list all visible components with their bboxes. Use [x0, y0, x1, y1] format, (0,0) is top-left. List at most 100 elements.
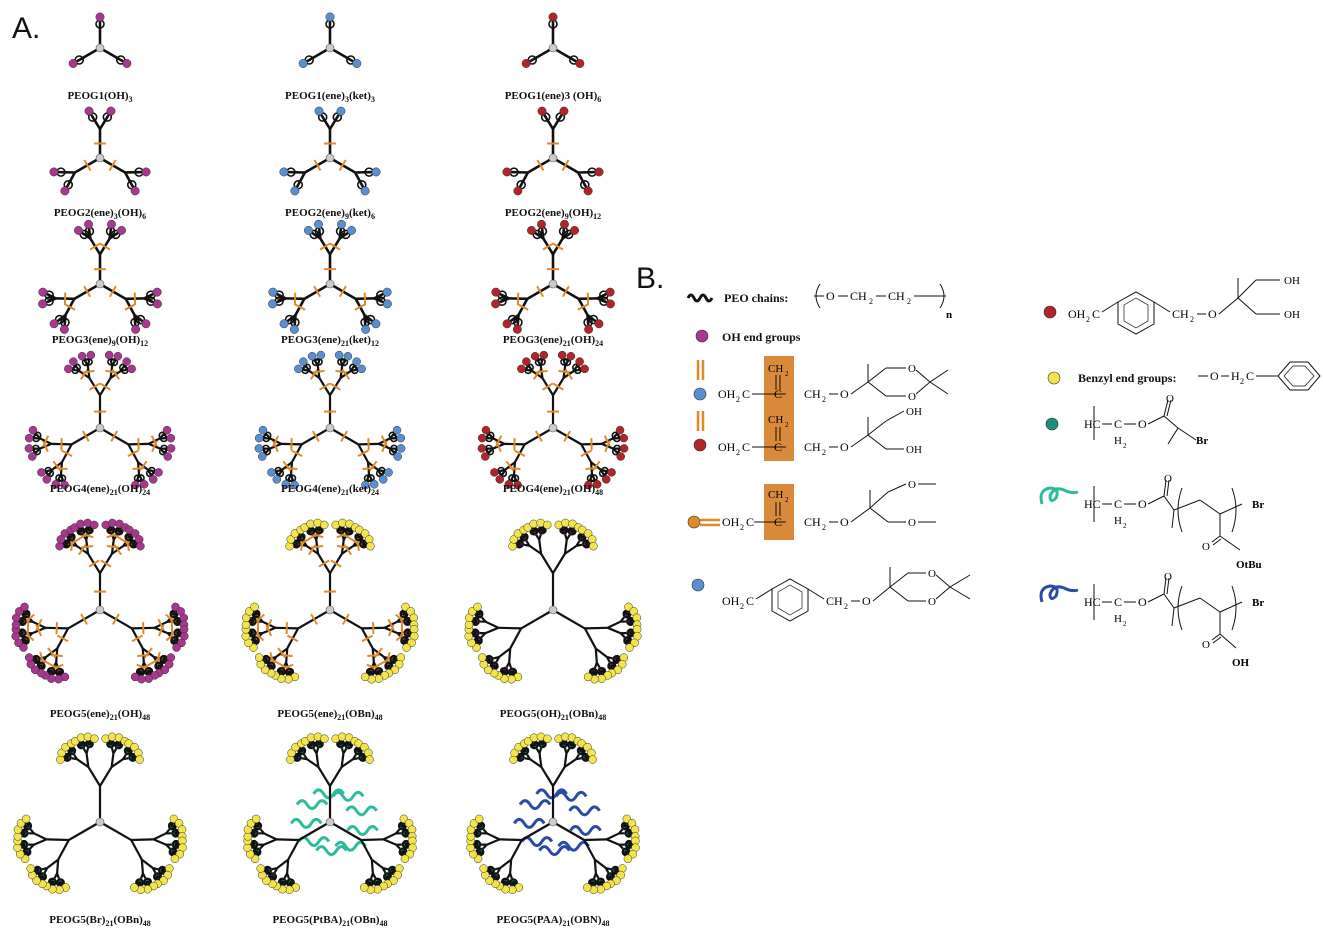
dendrimer-6-3 — [466, 732, 640, 895]
dendrimer-caption-1-3: PEOG1(ene)3 (OH)6 — [504, 90, 602, 105]
svg-text:O: O — [1210, 369, 1219, 383]
dendrimer-4-3 — [477, 350, 629, 490]
svg-text:OH: OH — [1232, 657, 1250, 669]
svg-text:O: O — [928, 568, 936, 580]
svg-text:O: O — [1166, 393, 1174, 405]
dendrimer-caption-3-1: PEOG3(ene)9(OH)12 — [51, 334, 149, 349]
svg-text:2: 2 — [1123, 442, 1127, 450]
dendrimer-caption-6-2: PEOG5(PtBA)21(OBn)48 — [272, 914, 388, 929]
svg-text:OtBu: OtBu — [1236, 559, 1262, 571]
peo-n: n — [946, 309, 952, 321]
svg-text:C: C — [774, 387, 782, 401]
panel-a-label: A. — [12, 12, 41, 45]
svg-text:O: O — [840, 515, 849, 529]
panel-b-label: B. — [636, 262, 665, 295]
svg-text:CH: CH — [1172, 307, 1189, 321]
svg-text:2: 2 — [822, 523, 826, 532]
benzyl-ketal-structure: OH 2 C CH 2 O OO — [691, 567, 971, 622]
dendrimer-3-3 — [491, 219, 615, 334]
dendrimer-6-2 — [243, 732, 417, 895]
svg-text:H: H — [1114, 515, 1122, 527]
dendrimer-caption-2-2: PEOG2(ene)9(ket)6 — [285, 207, 375, 222]
svg-text:O: O — [1164, 473, 1172, 485]
dendrimer-caption-4-2: PEOG4(ene)21(ket)24 — [281, 483, 379, 498]
svg-text:2: 2 — [785, 370, 789, 378]
oh-end-group-dot — [695, 329, 709, 343]
dendrimer-6-1 — [13, 732, 187, 895]
svg-text:O: O — [908, 391, 916, 403]
svg-text:C: C — [1114, 417, 1122, 431]
svg-text:O: O — [1202, 639, 1210, 651]
svg-text:CH: CH — [768, 414, 783, 426]
dendrimer-4-1 — [24, 350, 176, 490]
dendrimer-2-2 — [279, 106, 381, 196]
dendrimer-caption-1-2: PEOG1(ene)3(ket)3 — [285, 90, 375, 105]
svg-text:O: O — [908, 517, 916, 529]
svg-text:HC: HC — [1084, 595, 1101, 609]
dendrimer-caption-4-3: PEOG4(ene)21(OH)48 — [502, 483, 604, 498]
svg-text:H: H — [1114, 435, 1122, 447]
svg-text:CH: CH — [804, 440, 821, 454]
svg-text:CH: CH — [768, 363, 783, 375]
svg-text:C: C — [746, 515, 754, 529]
peo-chain-legend — [686, 293, 714, 303]
dendrimer-5-3 — [464, 518, 642, 684]
svg-text:O: O — [840, 440, 849, 454]
dendrimer-caption-3-3: PEOG3(ene)21(OH)24 — [502, 334, 604, 349]
svg-text:H: H — [1231, 369, 1240, 383]
svg-text:2: 2 — [1190, 315, 1194, 324]
dendrimer-1-3 — [521, 12, 585, 68]
svg-text:O: O — [1138, 595, 1147, 609]
svg-text:CH: CH — [888, 289, 905, 303]
peo-o: O — [826, 289, 835, 303]
svg-text:2: 2 — [785, 421, 789, 429]
svg-text:OH: OH — [718, 440, 736, 454]
svg-text:2: 2 — [1240, 377, 1244, 386]
dendrimer-3-1 — [38, 219, 162, 334]
dendrimer-5-1 — [11, 518, 189, 684]
benzyl-end-groups-label: Benzyl end groups: — [1078, 371, 1177, 385]
svg-text:2: 2 — [822, 448, 826, 457]
svg-text:O: O — [1138, 417, 1147, 431]
svg-text:CH: CH — [804, 515, 821, 529]
svg-text:HC: HC — [1084, 497, 1101, 511]
svg-text:O: O — [908, 479, 916, 491]
peo-chains-label: PEO chains: — [724, 291, 789, 305]
svg-text:2: 2 — [822, 395, 826, 404]
svg-text:OH: OH — [1284, 309, 1300, 321]
dendrimer-caption-2-1: PEOG2(ene)3(OH)6 — [53, 207, 147, 222]
dendrimer-5-2 — [241, 518, 419, 684]
svg-text:O: O — [1202, 541, 1210, 553]
svg-text:2: 2 — [736, 395, 740, 404]
benzyl-end-group-dot — [1047, 371, 1061, 385]
dendrimer-2-1 — [49, 106, 151, 196]
svg-text:2: 2 — [1086, 315, 1090, 324]
svg-text:CH: CH — [826, 594, 843, 608]
ene-ether-structure: OH 2 C CH 2 C CH 2 O OO — [687, 479, 936, 540]
dendrimer-caption-6-3: PEOG5(PAA)21(OBN)48 — [496, 914, 610, 929]
dendrimer-caption-5-3: PEOG5(OH)21(OBn)48 — [499, 708, 607, 723]
dendrimer-4-2 — [254, 350, 406, 490]
oh-end-groups-label: OH end groups — [722, 330, 801, 344]
dendrimer-1-2 — [298, 12, 362, 68]
svg-text:2: 2 — [785, 496, 789, 504]
svg-text:O: O — [928, 596, 936, 608]
svg-text:2: 2 — [736, 448, 740, 457]
svg-text:2: 2 — [869, 297, 873, 306]
svg-text:C: C — [1114, 497, 1122, 511]
dendrimer-caption-3-2: PEOG3(ene)21(ket)12 — [281, 334, 379, 349]
svg-text:Br: Br — [1252, 499, 1264, 511]
svg-text:H: H — [1114, 613, 1122, 625]
dendrimer-caption-4-1: PEOG4(ene)21(OH)24 — [49, 483, 151, 498]
svg-text:2: 2 — [1123, 620, 1127, 628]
svg-text:OH: OH — [718, 387, 736, 401]
dendrimer-caption-5-1: PEOG5(ene)21(OH)48 — [49, 708, 151, 723]
svg-text:C: C — [774, 515, 782, 529]
peo-formula: O CH 2 CH 2 n — [814, 283, 952, 321]
svg-text:OH: OH — [906, 444, 922, 456]
svg-text:2: 2 — [907, 297, 911, 306]
svg-text:2: 2 — [740, 602, 744, 611]
